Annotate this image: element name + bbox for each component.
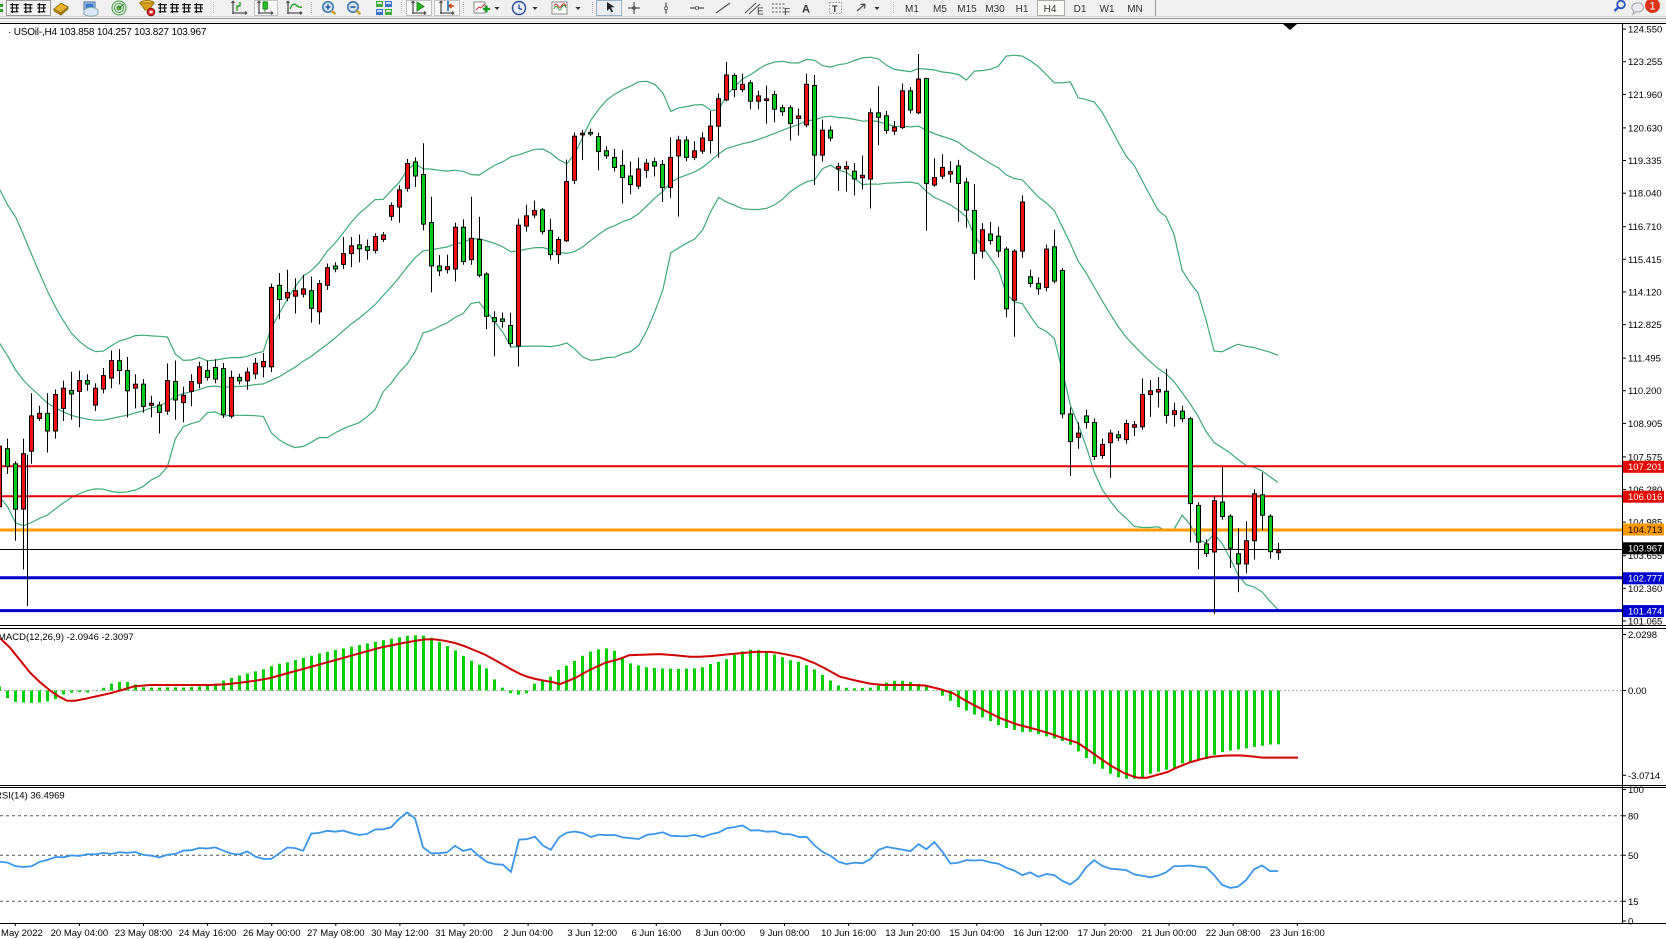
svg-text:118.040: 118.040 <box>1628 189 1662 200</box>
svg-text:108.905: 108.905 <box>1628 419 1662 430</box>
svg-text:15 Jun 04:00: 15 Jun 04:00 <box>949 928 1004 939</box>
svg-text:24 May 16:00: 24 May 16:00 <box>179 928 237 939</box>
svg-text:104.713: 104.713 <box>1628 525 1662 536</box>
svg-text:M30: M30 <box>985 4 1005 15</box>
svg-text:104.985: 104.985 <box>1628 518 1662 529</box>
svg-text:120.630: 120.630 <box>1628 123 1662 134</box>
svg-text:-3.0714: -3.0714 <box>1628 771 1660 782</box>
svg-text:114.120: 114.120 <box>1628 287 1662 298</box>
svg-text:H1: H1 <box>1016 4 1029 15</box>
svg-text:H4: H4 <box>1044 4 1057 15</box>
svg-text:106.280: 106.280 <box>1628 485 1662 496</box>
svg-text:31 May 20:00: 31 May 20:00 <box>435 928 493 939</box>
svg-text:13 Jun 20:00: 13 Jun 20:00 <box>885 928 940 939</box>
svg-text:107.201: 107.201 <box>1628 462 1662 473</box>
svg-text:2.0298: 2.0298 <box>1628 630 1657 641</box>
svg-text:20 May 04:00: 20 May 04:00 <box>51 928 109 939</box>
svg-text:107.575: 107.575 <box>1628 452 1662 463</box>
svg-text:E: E <box>757 7 764 18</box>
svg-text:119.335: 119.335 <box>1628 156 1662 167</box>
svg-text:116.710: 116.710 <box>1628 222 1662 233</box>
svg-text:6 Jun 16:00: 6 Jun 16:00 <box>631 928 681 939</box>
svg-text:103.655: 103.655 <box>1628 551 1662 562</box>
svg-text:M5: M5 <box>933 4 947 15</box>
svg-text:80: 80 <box>1628 811 1639 822</box>
svg-text:110.200: 110.200 <box>1628 386 1662 397</box>
svg-text:2 Jun 04:00: 2 Jun 04:00 <box>503 928 553 939</box>
svg-text:W1: W1 <box>1100 4 1115 15</box>
svg-text:121.960: 121.960 <box>1628 90 1662 101</box>
svg-text:26 May 00:00: 26 May 00:00 <box>243 928 301 939</box>
svg-text:10 Jun 16:00: 10 Jun 16:00 <box>821 928 876 939</box>
svg-text:19 May 2022: 19 May 2022 <box>0 928 43 939</box>
svg-text:115.415: 115.415 <box>1628 255 1662 266</box>
svg-text:F: F <box>784 7 790 18</box>
svg-text:22 Jun 08:00: 22 Jun 08:00 <box>1206 928 1261 939</box>
svg-text:101.474: 101.474 <box>1628 606 1662 617</box>
svg-text:T: T <box>832 4 838 14</box>
svg-text:123.255: 123.255 <box>1628 57 1662 68</box>
svg-text:MACD(12,26,9) -2.0946 -2.3097: MACD(12,26,9) -2.0946 -2.3097 <box>0 632 134 643</box>
svg-text:17 Jun 20:00: 17 Jun 20:00 <box>1078 928 1133 939</box>
svg-text:8 Jun 00:00: 8 Jun 00:00 <box>696 928 746 939</box>
svg-text:102.777: 102.777 <box>1628 574 1662 585</box>
svg-text:102.360: 102.360 <box>1628 584 1662 595</box>
svg-text:100: 100 <box>1628 785 1644 796</box>
svg-text:27 May 08:00: 27 May 08:00 <box>307 928 365 939</box>
svg-text:3 Jun 12:00: 3 Jun 12:00 <box>567 928 617 939</box>
svg-text:0: 0 <box>1628 917 1633 928</box>
svg-text:· USOil-,H4 103.858 104.257 1: · USOil-,H4 103.858 104.257 103.827 103.… <box>8 27 207 38</box>
svg-text:16 Jun 12:00: 16 Jun 12:00 <box>1013 928 1068 939</box>
svg-text:111.495: 111.495 <box>1628 354 1661 365</box>
svg-text:50: 50 <box>1628 851 1639 862</box>
svg-text:M1: M1 <box>905 4 919 15</box>
svg-text:15: 15 <box>1628 897 1639 908</box>
svg-text:A: A <box>802 4 810 16</box>
svg-text:23 Jun 16:00: 23 Jun 16:00 <box>1270 928 1325 939</box>
svg-text:D1: D1 <box>1074 4 1087 15</box>
svg-text:0.00: 0.00 <box>1628 686 1647 697</box>
svg-text:9 Jun 08:00: 9 Jun 08:00 <box>760 928 810 939</box>
svg-text:124.550: 124.550 <box>1628 25 1662 36</box>
svg-text:MN: MN <box>1127 4 1143 15</box>
svg-text:103.967: 103.967 <box>1628 544 1662 555</box>
svg-text:21 Jun 00:00: 21 Jun 00:00 <box>1142 928 1197 939</box>
svg-text:101.065: 101.065 <box>1628 616 1662 627</box>
svg-text:1: 1 <box>1649 1 1655 13</box>
svg-text:112.825: 112.825 <box>1628 320 1662 331</box>
svg-text:106.016: 106.016 <box>1628 492 1662 503</box>
svg-text:RSI(14) 36.4969: RSI(14) 36.4969 <box>0 791 65 802</box>
svg-text:30 May 12:00: 30 May 12:00 <box>371 928 429 939</box>
svg-text:M15: M15 <box>957 4 977 15</box>
svg-text:23 May 08:00: 23 May 08:00 <box>115 928 173 939</box>
